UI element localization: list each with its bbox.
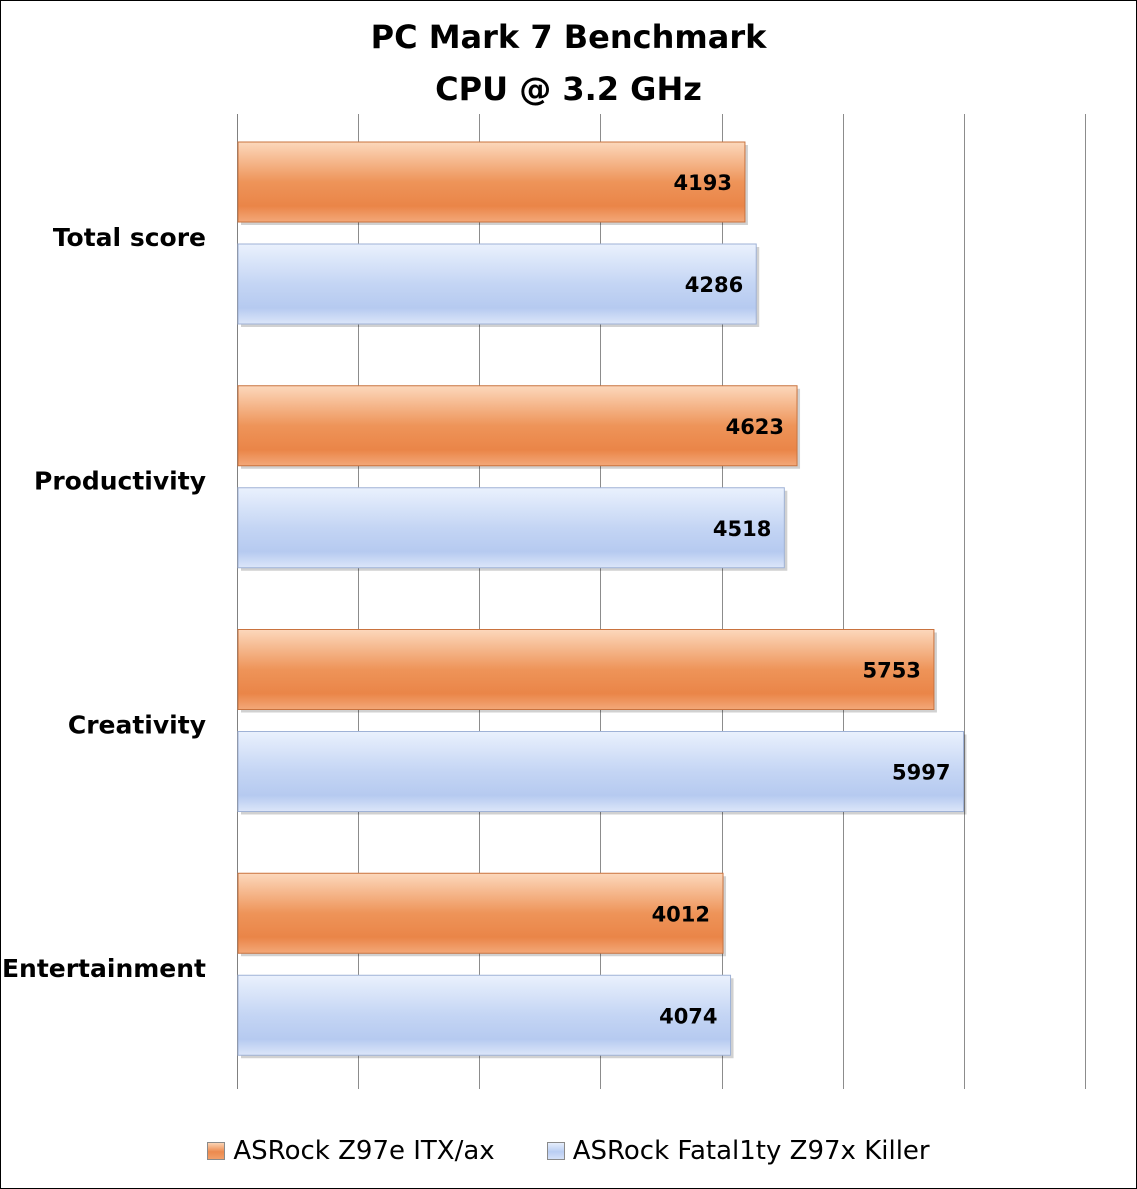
data-label-s1-c1: 4518 (713, 517, 771, 541)
data-label-s1-c0: 4286 (685, 273, 743, 297)
category-label-0: Total score (53, 223, 206, 252)
bar-s1-c1 (237, 487, 785, 569)
bar-s1-c3 (237, 974, 732, 1056)
data-label-s0-c2: 5753 (862, 659, 920, 683)
legend: ASRock Z97e ITX/ax ASRock Fatal1ty Z97x … (1, 1129, 1136, 1173)
bar-s0-c1 (237, 385, 798, 467)
data-label-s0-c3: 4012 (652, 902, 710, 926)
bar-s0-c0 (237, 141, 746, 223)
legend-item-series-1: ASRock Fatal1ty Z97x Killer (546, 1136, 930, 1166)
legend-swatch-series-0 (207, 1142, 226, 1160)
category-label-1: Productivity (34, 467, 206, 496)
legend-label-series-1: ASRock Fatal1ty Z97x Killer (572, 1136, 930, 1166)
bars (237, 141, 967, 1059)
chart-title: PC Mark 7 Benchmark (370, 18, 767, 56)
data-label-s0-c0: 4193 (673, 171, 731, 195)
category-label-2: Creativity (68, 710, 206, 739)
bar-s0-c3 (237, 872, 724, 954)
bar-s0-c2 (237, 629, 935, 710)
legend-item-series-0: ASRock Z97e ITX/ax (207, 1136, 495, 1166)
labels: Total score 4193 4286 Productivity 4623 4518 C… (2, 171, 951, 1028)
bar-s1-c0 (237, 243, 757, 325)
data-label-s1-c2: 5997 (892, 761, 950, 785)
bar-s1-c2 (237, 731, 964, 812)
legend-swatch-series-1 (546, 1142, 565, 1160)
data-label-s0-c1: 4623 (726, 415, 784, 439)
legend-label-series-0: ASRock Z97e ITX/ax (233, 1136, 495, 1166)
category-label-3: Entertainment (2, 954, 206, 983)
chart-subtitle: CPU @ 3.2 GHz (435, 70, 702, 108)
data-label-s1-c3: 4074 (659, 1004, 717, 1028)
